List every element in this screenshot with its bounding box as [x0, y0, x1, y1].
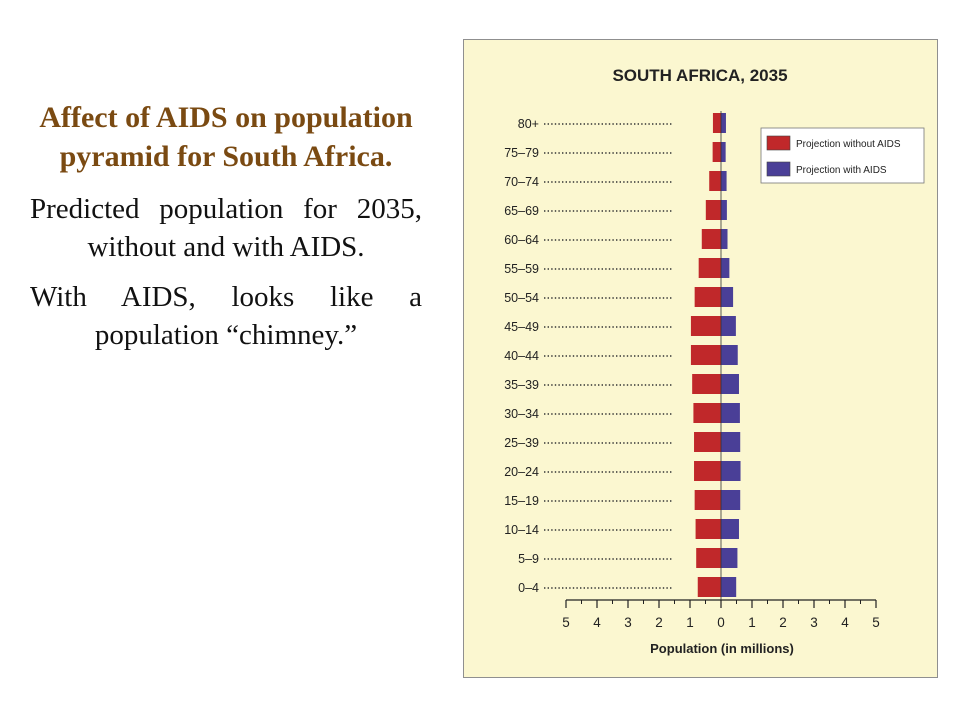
bar-with-aids-65-69 [721, 200, 727, 220]
age-label-40-44: 40–44 [504, 349, 539, 363]
legend-label-with-aids: Projection with AIDS [796, 165, 887, 176]
bar-without-aids-60-64 [701, 229, 721, 249]
bar-without-aids-55-59 [698, 258, 721, 278]
bar-without-aids-10-14 [695, 519, 721, 539]
x-tick-label: 3 [810, 615, 818, 630]
bar-with-aids-75-79 [721, 142, 726, 162]
bar-with-aids-55-59 [721, 258, 730, 278]
age-label-15-19: 15–19 [504, 494, 539, 508]
bar-with-aids-35-39 [721, 374, 739, 394]
bars-layer: 80+ 75–79 70–74 65–69 60–64 55–59 50–54 45–49 40… [504, 113, 741, 597]
bar-without-aids-80 [712, 113, 721, 133]
age-label-0-4: 0–4 [518, 581, 539, 595]
bar-without-aids-75-79 [712, 142, 721, 162]
age-label-75-79: 75–79 [504, 146, 539, 160]
bar-without-aids-40-44 [690, 345, 721, 365]
bar-without-aids-30-34 [693, 403, 721, 423]
x-tick-label: 0 [717, 615, 725, 630]
bar-without-aids-20-24 [694, 461, 721, 481]
x-tick-label: 5 [872, 615, 880, 630]
x-tick-label: 4 [841, 615, 849, 630]
bar-without-aids-5-9 [696, 548, 721, 568]
x-tick-label: 2 [655, 615, 663, 630]
bar-without-aids-50-54 [694, 287, 721, 307]
age-label-45-49: 45–49 [504, 320, 539, 334]
population-pyramid-chart: SOUTH AFRICA, 2035 80+ 75–79 70–74 65–69 60–… [504, 66, 925, 656]
text-panel: Affect of AIDS on population pyramid for… [30, 98, 422, 366]
bar-with-aids-30-34 [721, 403, 740, 423]
age-label-70-74: 70–74 [504, 175, 539, 189]
x-tick-label: 2 [779, 615, 787, 630]
bar-with-aids-45-49 [721, 316, 736, 336]
slide-heading: Affect of AIDS on population pyramid for… [39, 101, 413, 173]
bar-with-aids-5-9 [721, 548, 738, 568]
x-tick-label: 1 [748, 615, 756, 630]
age-label-60-64: 60–64 [504, 233, 539, 247]
chart-title: SOUTH AFRICA, 2035 [612, 66, 787, 85]
bar-with-aids-0-4 [721, 577, 737, 597]
bar-without-aids-35-39 [692, 374, 721, 394]
bar-with-aids-20-24 [721, 461, 741, 481]
chart-frame: SOUTH AFRICA, 2035 80+ 75–79 70–74 65–69 60–… [463, 39, 938, 678]
bar-with-aids-80 [721, 113, 726, 133]
bar-with-aids-25-39 [721, 432, 741, 452]
age-label-50-54: 50–54 [504, 291, 539, 305]
x-axis: 5 4 3 2 1 0 1 2 3 4 5 [562, 111, 880, 630]
bar-with-aids-60-64 [721, 229, 728, 249]
bar-without-aids-65-69 [705, 200, 721, 220]
age-label-80: 80+ [518, 117, 539, 131]
bar-with-aids-10-14 [721, 519, 739, 539]
bar-without-aids-45-49 [690, 316, 721, 336]
bar-without-aids-15-19 [694, 490, 721, 510]
age-label-55-59: 55–59 [504, 262, 539, 276]
age-label-65-69: 65–69 [504, 204, 539, 218]
x-tick-label: 4 [593, 615, 601, 630]
age-label-30-34: 30–34 [504, 407, 539, 421]
age-label-35-39: 35–39 [504, 378, 539, 392]
bar-with-aids-70-74 [721, 171, 727, 191]
legend-swatch-with-aids [766, 161, 791, 177]
x-tick-label: 1 [686, 615, 694, 630]
legend-label-without-aids: Projection without AIDS [796, 139, 901, 150]
bar-without-aids-70-74 [709, 171, 721, 191]
bar-with-aids-15-19 [721, 490, 741, 510]
x-tick-label: 3 [624, 615, 632, 630]
age-label-25-39: 25–39 [504, 436, 539, 450]
bar-with-aids-50-54 [721, 287, 734, 307]
age-label-20-24: 20–24 [504, 465, 539, 479]
age-label-5-9: 5–9 [518, 552, 539, 566]
bar-without-aids-25-39 [694, 432, 721, 452]
legend: Projection without AIDS Projection with … [760, 127, 925, 184]
bar-without-aids-0-4 [697, 577, 721, 597]
bar-with-aids-40-44 [721, 345, 738, 365]
age-label-10-14: 10–14 [504, 523, 539, 537]
x-tick-label: 5 [562, 615, 570, 630]
chimney-paragraph: With AIDS, looks like a population “chim… [30, 281, 422, 351]
legend-swatch-without-aids [766, 135, 791, 151]
x-axis-label: Population (in millions) [650, 641, 794, 656]
description-paragraph: Predicted population for 2035, without a… [30, 193, 422, 263]
